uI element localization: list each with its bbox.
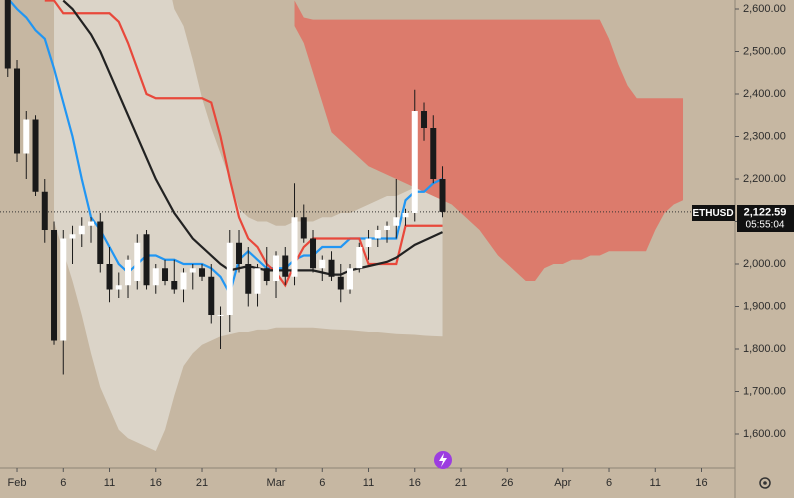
candle-body [143,234,150,286]
countdown: 05:55:04 [746,220,785,231]
candle-body [115,285,122,290]
y-tick-label: 2,500.00 [743,45,786,57]
x-tick-label: 16 [409,477,421,489]
candle-body [32,119,39,192]
candle-body [180,272,187,290]
candle-body [254,268,261,294]
candle-body [347,268,354,290]
candle-body [245,264,252,294]
x-tick-label: 16 [150,477,162,489]
x-tick-label: 11 [104,477,115,489]
candle-body [402,213,409,218]
candle-body [263,268,270,282]
candle-body [236,242,243,265]
settings-icon[interactable] [759,477,771,489]
candle-body [328,259,335,277]
candle-body [162,268,169,282]
candle-body [69,234,76,239]
candle-body [374,230,381,239]
candle-body [217,315,224,317]
candle-body [300,217,307,239]
candle-body [41,191,48,231]
candle-body [51,230,58,341]
candle-body [4,0,11,69]
x-tick-label: 6 [606,477,612,489]
cloud-band [294,0,684,282]
candle-body [189,268,196,273]
symbol-box [692,205,735,221]
candle-body [226,242,233,316]
candle-body [14,68,21,154]
candle-body [365,238,372,248]
y-tick-label: 1,600.00 [743,428,786,440]
candle-body [88,221,95,226]
y-tick-label: 1,900.00 [743,300,786,312]
symbol-label: ETHUSD [692,208,733,219]
y-tick-label: 2,000.00 [743,258,786,270]
candle-body [439,179,446,212]
candle-body [23,119,30,154]
candle-body [199,268,206,277]
candle-body [310,238,317,269]
x-tick-label: 11 [363,477,374,489]
candle-body [106,264,113,290]
replay-icon[interactable] [434,451,452,469]
x-tick-label: 6 [319,477,325,489]
x-tick-label: 21 [196,477,208,489]
y-tick-label: 1,800.00 [743,343,786,355]
indicator-line [62,0,443,276]
candle-body [60,238,67,341]
x-tick-label: 6 [60,477,66,489]
y-tick-label: 2,600.00 [743,3,786,15]
candle-body [273,255,280,282]
x-tick-label: 21 [455,477,467,489]
candle-body [337,276,344,290]
x-tick-label: 11 [650,477,661,489]
cloud-band [54,0,443,452]
candle-body [134,242,141,282]
candle-body [282,255,289,277]
plot-area [0,0,735,452]
candle-body [319,259,326,269]
y-tick-label: 2,200.00 [743,173,786,185]
candle-body [291,217,298,277]
y-tick-label: 2,400.00 [743,88,786,100]
x-tick-label: 26 [501,477,513,489]
candle-body [384,225,391,231]
y-tick-label: 1,700.00 [743,385,786,397]
x-tick-label: Feb [8,477,27,489]
last-price-label: 2,122.59 [744,206,787,218]
y-tick-label: 2,300.00 [743,130,786,142]
candle-body [78,225,85,235]
candle-body [421,111,428,129]
x-tick-label: Mar [267,477,286,489]
candle-body [171,281,178,290]
candle-body [208,276,215,316]
candle-body [393,217,400,226]
candle-body [356,247,363,269]
candle-body [152,268,159,286]
candle-body [125,259,132,286]
candle-body [411,111,418,214]
candle-body [97,221,104,265]
candle-body [430,128,437,180]
axes: 1,600.00 1,700.00 1,800.00 1,900.00 2,000.00… [8,3,786,489]
price-box [737,205,794,232]
x-tick-label: 16 [695,477,707,489]
x-tick-label: Apr [554,477,571,489]
